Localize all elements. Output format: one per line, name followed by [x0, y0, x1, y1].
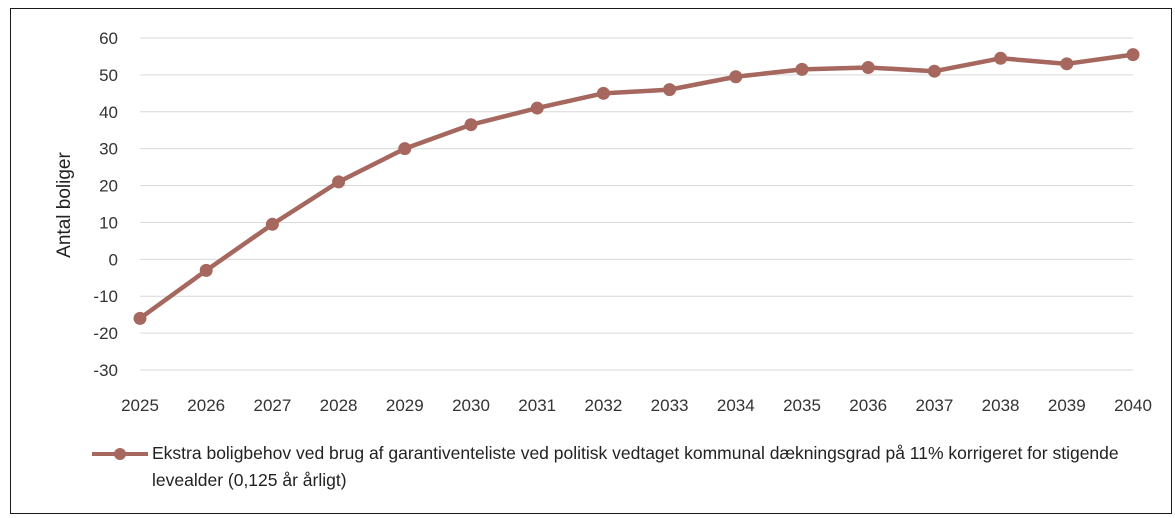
data-point [464, 118, 478, 132]
x-tick-label: 2031 [518, 396, 556, 415]
data-point [199, 263, 213, 277]
y-tick-label: 30 [99, 140, 118, 159]
y-tick-label: 60 [99, 29, 118, 48]
chart-frame [10, 8, 1172, 514]
x-tick-label: 2034 [717, 396, 755, 415]
y-tick-label: 50 [99, 66, 118, 85]
y-axis-tick-labels: 60 50 40 30 20 10 0 -10 -20 -30 [93, 29, 118, 380]
data-point [332, 175, 346, 189]
x-tick-label: 2040 [1114, 396, 1152, 415]
y-tick-label: 40 [99, 103, 118, 122]
data-point [530, 101, 544, 115]
y-tick-label: 10 [99, 213, 118, 232]
x-tick-label: 2038 [982, 396, 1020, 415]
y-tick-label: 0 [109, 250, 118, 269]
y-axis-label: Antal boliger [54, 152, 75, 258]
x-tick-label: 2027 [253, 396, 291, 415]
series-layer [133, 48, 1140, 325]
y-tick-label: -10 [93, 287, 118, 306]
x-tick-label: 2037 [915, 396, 953, 415]
data-point [994, 51, 1008, 65]
x-tick-label: 2029 [386, 396, 424, 415]
x-tick-label: 2036 [849, 396, 887, 415]
x-tick-label: 2039 [1048, 396, 1086, 415]
data-point [596, 86, 610, 100]
x-tick-label: 2030 [452, 396, 490, 415]
x-tick-label: 2032 [584, 396, 622, 415]
data-point [729, 70, 743, 84]
x-tick-label: 2026 [187, 396, 225, 415]
data-point [133, 311, 147, 325]
y-tick-label: -30 [93, 361, 118, 380]
x-tick-label: 2033 [651, 396, 689, 415]
x-axis-tick-labels: 2025 2026 2027 2028 2029 2030 2031 2032 2033 2034… [121, 396, 1152, 415]
legend-series-label: Ekstra boligbehov ved brug af garantiven… [152, 443, 1119, 490]
x-tick-label: 2035 [783, 396, 821, 415]
y-tick-label: -20 [93, 324, 118, 343]
data-point [927, 64, 941, 78]
legend-swatch [92, 440, 148, 470]
data-point [1126, 48, 1140, 62]
legend-marker [114, 448, 126, 460]
legend: Ekstra boligbehov ved brug af garantiven… [92, 440, 1132, 494]
x-tick-label: 2025 [121, 396, 159, 415]
data-point [663, 83, 677, 97]
series-line [138, 52, 1134, 321]
data-point [398, 142, 412, 156]
data-point [265, 217, 279, 231]
data-point [1060, 57, 1074, 71]
grid-lines [140, 37, 1133, 371]
data-point [861, 61, 875, 75]
x-tick-label: 2028 [320, 396, 358, 415]
data-point [795, 62, 809, 76]
y-tick-label: 20 [99, 177, 118, 196]
